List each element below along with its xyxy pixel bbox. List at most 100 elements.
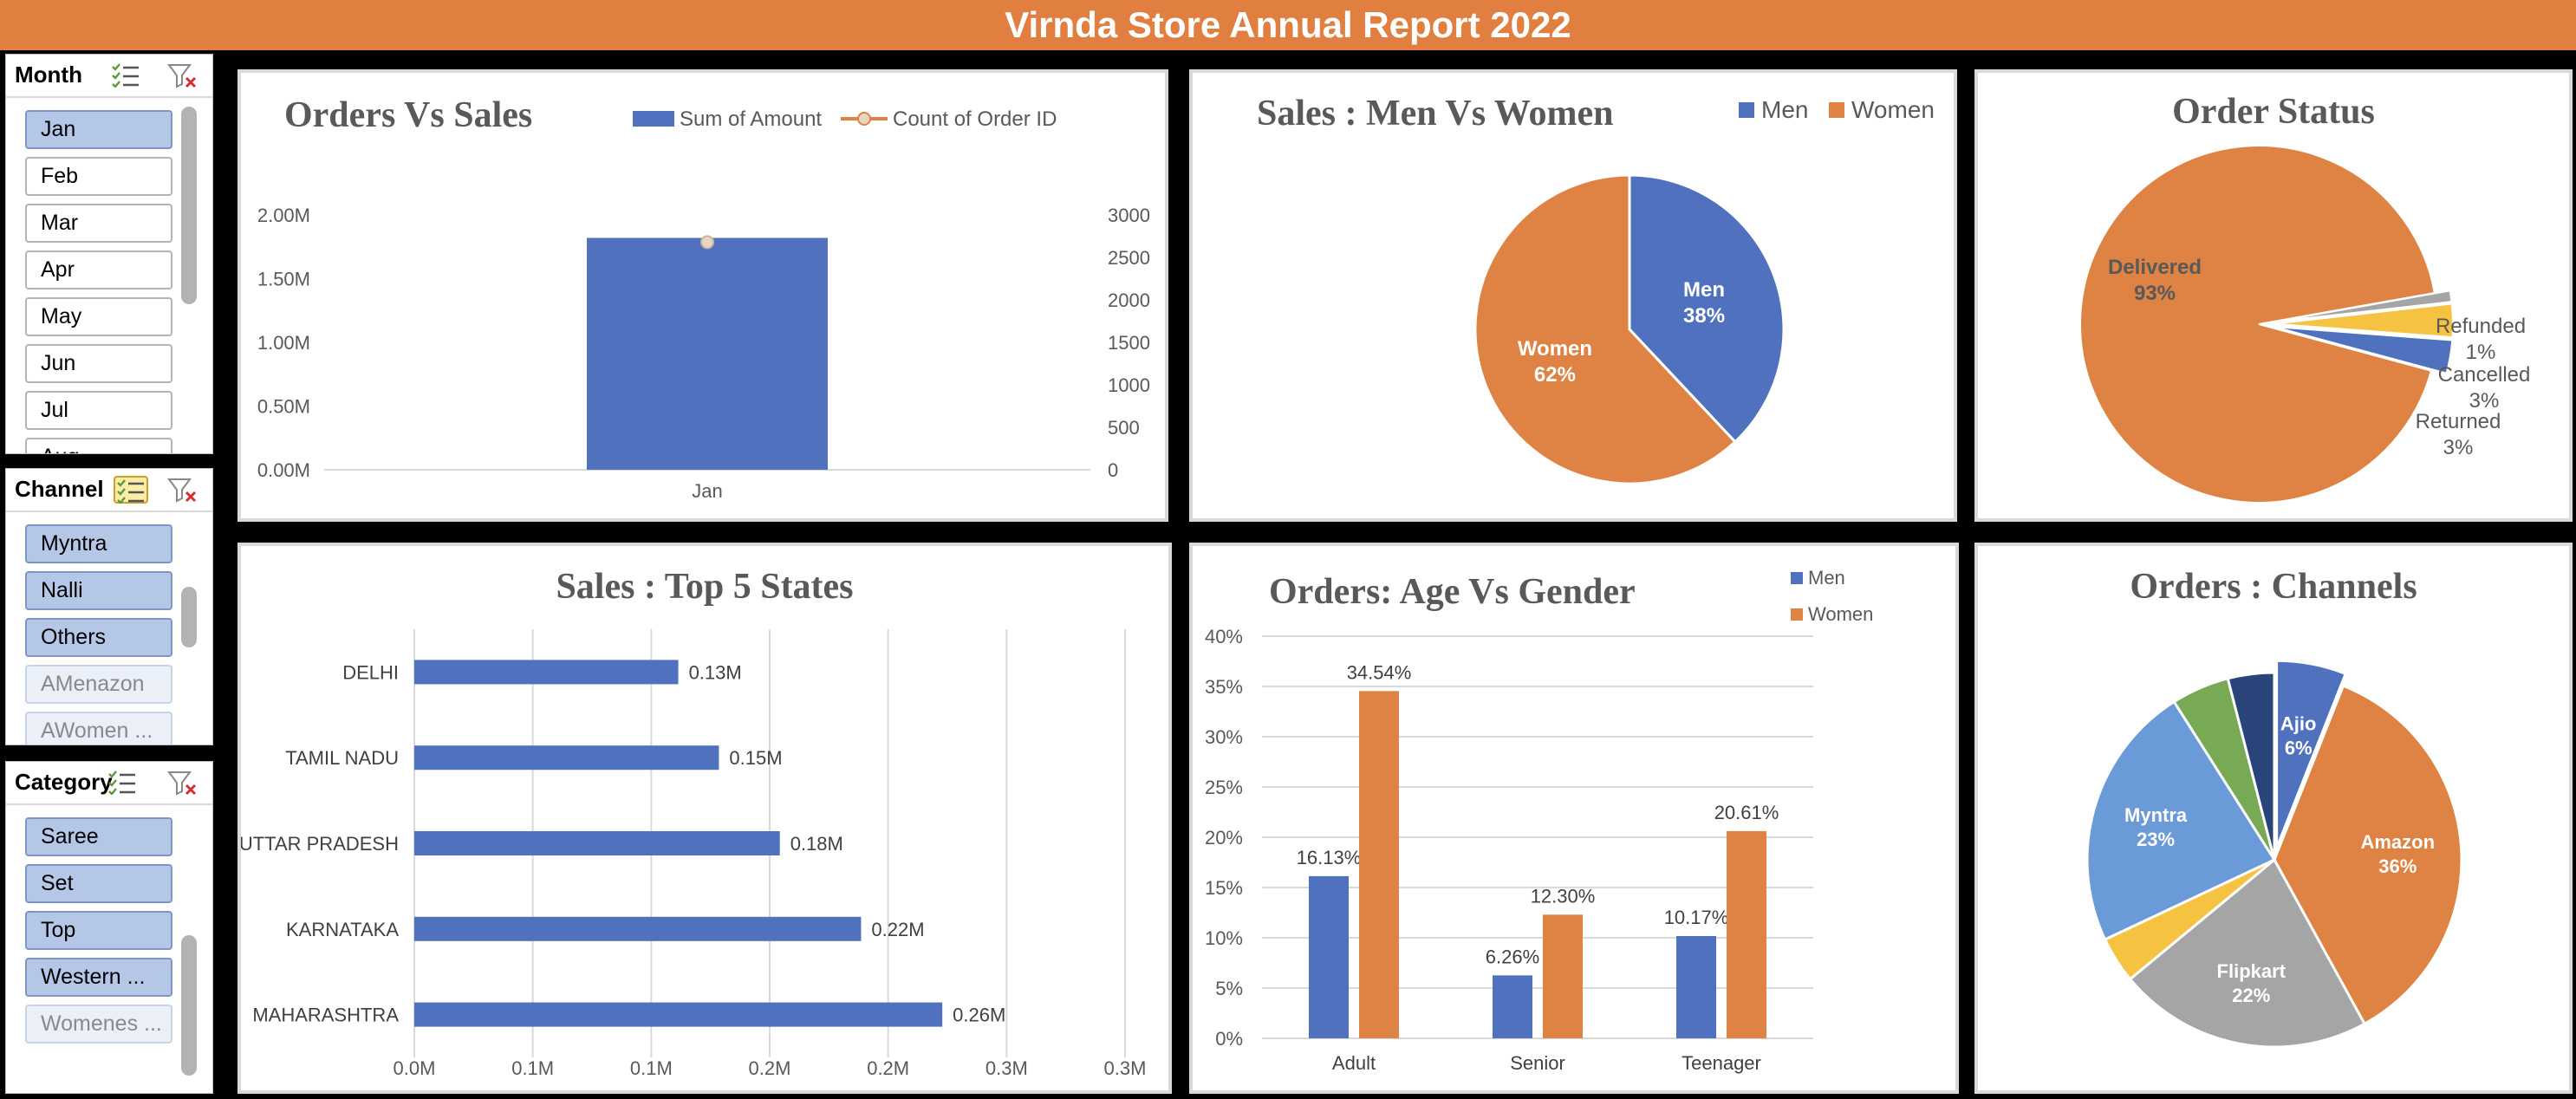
pie-slice-cancelled [2274, 302, 2454, 339]
x-tick-label: Senior [1510, 1052, 1565, 1074]
y2-tick-label: 2500 [1108, 247, 1150, 269]
x-tick-label: 0.2M [749, 1057, 791, 1079]
multi-select-icon[interactable] [110, 62, 145, 89]
slicer-title: Month [15, 62, 82, 88]
month-slicer: Month Jan Feb Mar Apr May Jun Jul Aug [5, 54, 213, 454]
bar-sum-of-amount [587, 237, 828, 470]
slicer-item-set[interactable]: Set [25, 864, 172, 903]
scrollbar[interactable] [181, 587, 197, 647]
bar-delhi [414, 660, 679, 685]
legend-swatch [1791, 572, 1803, 584]
slicer-item-womenes[interactable]: Womenes ... [25, 1005, 172, 1044]
data-label: 0.26M [953, 1005, 1005, 1026]
point-count-of-order-id [700, 235, 714, 250]
legend-swatch-men [1739, 102, 1754, 118]
y2-tick-label: 3000 [1108, 205, 1150, 226]
legend-swatch-women [1829, 102, 1844, 118]
chart-title: Sales : Men Vs Women [1257, 94, 1613, 133]
orders-channels-panel: Orders : Channels Ajio 6% Amazon 36% Flipkart… [1974, 543, 2573, 1094]
slice-value: 6% [2285, 738, 2313, 759]
slicer-item-aug[interactable]: Aug [25, 438, 172, 453]
top-5-states-panel: Sales : Top 5 States 0.0M 0.1M 0.1M 0.2M 0.2M… [237, 543, 1172, 1094]
slice-label: Refunded [2436, 315, 2526, 338]
slicer-item-may[interactable]: May [25, 297, 172, 336]
data-label: 0.18M [790, 833, 843, 855]
slicer-item-western[interactable]: Western ... [25, 958, 172, 997]
x-tick-label: Teenager [1682, 1052, 1761, 1074]
slicer-header: Channel [6, 469, 212, 512]
y2-tick-label: 1000 [1108, 374, 1150, 396]
bar-uttar-pradesh [414, 831, 780, 855]
slice-label: Flipkart [2217, 960, 2287, 982]
y-tick-label: DELHI [342, 661, 399, 683]
clear-filter-icon[interactable] [167, 478, 200, 504]
orders-vs-sales-chart: Orders Vs Sales Sum of Amount Count of Ord… [257, 95, 1150, 502]
slicer-item-amenazon[interactable]: AMenazon [25, 665, 172, 704]
x-tick-label: 0.0M [394, 1057, 436, 1079]
y-tick-label: MAHARASHTRA [252, 1005, 399, 1026]
slicer-item-feb[interactable]: Feb [25, 157, 172, 196]
pie-slice-amazon [2273, 684, 2463, 1026]
data-label: 0.15M [729, 747, 782, 769]
slice-label: Women [1518, 337, 1592, 361]
channel-slicer: Channel Myntra Nalli Others AMenazon AWomen … [5, 468, 213, 745]
slicer-item-nalli[interactable]: Nalli [25, 571, 172, 610]
legend-label: Men [1761, 96, 1808, 123]
bar-men-senior [1493, 975, 1532, 1038]
multi-select-icon[interactable] [114, 476, 148, 504]
bar-maharashtra [414, 1002, 943, 1027]
y-tick-label: 0.50M [257, 396, 310, 418]
slice-label: Amazon [2360, 831, 2435, 853]
slicer-item-jul[interactable]: Jul [25, 391, 172, 430]
slicer-item-jan[interactable]: Jan [25, 110, 172, 149]
slicer-item-apr[interactable]: Apr [25, 250, 172, 289]
slicer-item-others[interactable]: Others [25, 618, 172, 657]
scrollbar[interactable] [181, 107, 197, 304]
slicer-item-myntra[interactable]: Myntra [25, 524, 172, 563]
slicer-item-top[interactable]: Top [25, 911, 172, 950]
y-tick-label: UTTAR PRADESH [241, 833, 399, 855]
x-tick-label: 0.1M [630, 1057, 673, 1079]
report-banner: Virnda Store Annual Report 2022 [0, 0, 2576, 50]
slice-value: 93% [2134, 282, 2176, 305]
orders-vs-sales-panel: Orders Vs Sales Sum of Amount Count of Ord… [237, 69, 1168, 522]
data-label: 16.13% [1297, 847, 1362, 868]
slicer-title: Channel [15, 476, 104, 502]
slice-label: Myntra [2124, 804, 2188, 826]
sales-men-women-chart: Sales : Men Vs Women Men WomenMen38%Women6… [1257, 94, 1935, 485]
slicer-item-jun[interactable]: Jun [25, 344, 172, 383]
legend-label: Men [1808, 567, 1845, 589]
y-tick-label: 0% [1215, 1028, 1243, 1050]
bar-women-adult [1359, 691, 1399, 1038]
y-tick-label: 15% [1205, 877, 1243, 899]
legend-marker-count [857, 112, 871, 126]
age-vs-gender-panel: Orders: Age Vs Gender Men Women 0% 5% 10% 15% 2… [1189, 543, 1959, 1094]
bar-women-senior [1543, 914, 1583, 1038]
slicer-item-awomen[interactable]: AWomen ... [25, 712, 172, 745]
order-status-panel: Order Status Delivered 93% Refunded 1% Cancel… [1974, 69, 2573, 522]
x-tick-label: Jan [692, 480, 722, 502]
y-tick-label: 2.00M [257, 205, 310, 226]
slicer-item-mar[interactable]: Mar [25, 204, 172, 243]
y2-tick-label: 2000 [1108, 289, 1150, 311]
y-tick-label: 35% [1205, 676, 1243, 698]
x-tick-label: 0.2M [867, 1057, 909, 1079]
slicer-header: Month [6, 55, 212, 98]
scrollbar[interactable] [181, 935, 197, 1076]
y-tick-label: 1.50M [257, 269, 310, 290]
slicer-item-saree[interactable]: Saree [25, 817, 172, 856]
legend-label: Women [1851, 96, 1935, 123]
data-label: 20.61% [1714, 802, 1779, 823]
multi-select-icon[interactable] [107, 769, 141, 797]
pie-slice-ajio [2275, 659, 2348, 849]
y-tick-label: 10% [1205, 927, 1243, 949]
chart-title: Order Status [2172, 92, 2375, 132]
pie-slice-myntra [2085, 699, 2277, 941]
y-tick-label: TAMIL NADU [285, 747, 399, 769]
clear-filter-icon[interactable] [167, 63, 200, 89]
legend-label: Women [1808, 603, 1873, 625]
clear-filter-icon[interactable] [167, 771, 200, 797]
pie-slice-men [1628, 173, 1786, 444]
slice-label: Cancelled [2438, 363, 2531, 387]
